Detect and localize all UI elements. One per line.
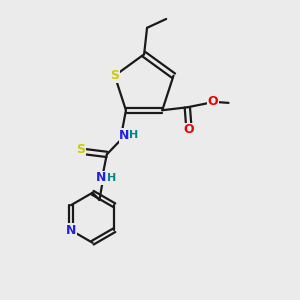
Text: O: O [184,124,194,136]
Text: N: N [119,129,130,142]
Text: S: S [76,142,85,156]
Text: N: N [66,224,76,237]
Text: N: N [96,172,107,184]
Text: H: H [129,130,139,140]
Text: S: S [110,69,119,82]
Text: H: H [107,173,116,183]
Text: O: O [208,95,218,108]
